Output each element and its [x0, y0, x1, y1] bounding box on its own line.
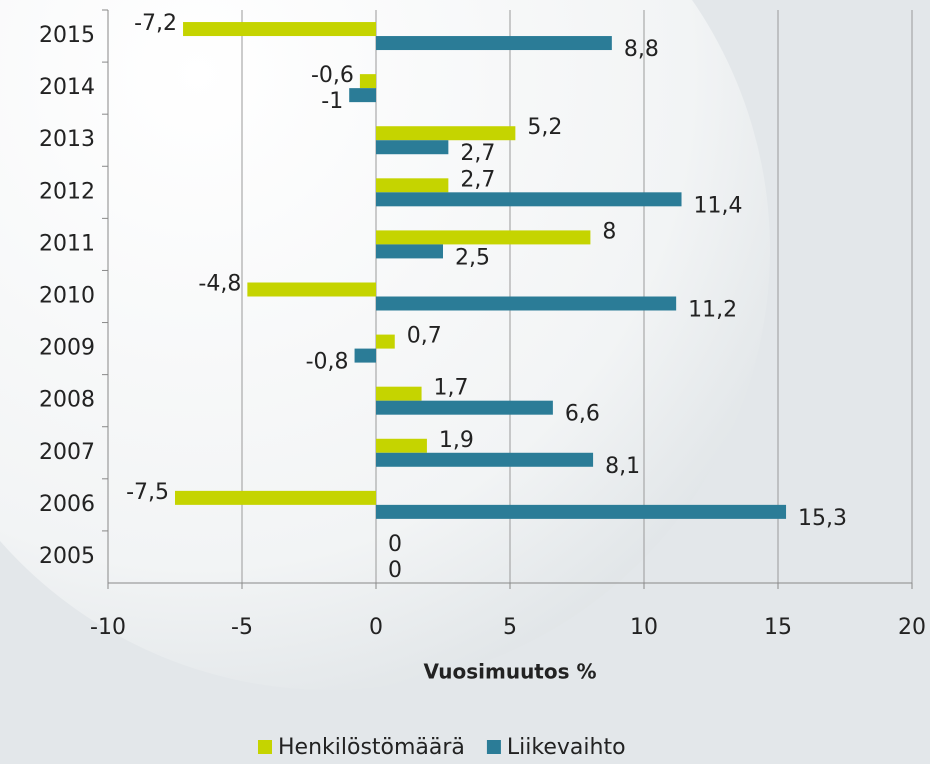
- y-tick-label: 2009: [39, 336, 95, 361]
- bar: [376, 244, 443, 259]
- data-label: 0: [388, 532, 402, 557]
- y-tick-label: 2014: [39, 75, 95, 100]
- bar: [376, 296, 677, 311]
- data-label: -0,8: [306, 350, 349, 375]
- data-label: -1: [321, 89, 343, 114]
- bar: [376, 400, 553, 415]
- data-label: 8,1: [605, 454, 640, 479]
- y-tick-label: 2013: [39, 127, 95, 152]
- data-label: 5,2: [527, 115, 562, 140]
- legend-swatch: [258, 740, 272, 754]
- bar: [354, 348, 376, 363]
- bar: [183, 22, 376, 37]
- data-label: 6,6: [565, 402, 600, 427]
- y-tick-label: 2010: [39, 284, 95, 309]
- data-label: -0,6: [311, 63, 354, 88]
- x-axis-title: Vuosimuutos %: [423, 660, 596, 684]
- data-label: 8,8: [624, 37, 659, 62]
- x-tick-label: 15: [764, 615, 792, 640]
- data-label: 11,2: [688, 298, 737, 323]
- x-tick-label: -5: [231, 615, 253, 640]
- data-label: 8: [602, 219, 616, 244]
- x-tick-label: -10: [90, 615, 126, 640]
- x-tick-label: 5: [503, 615, 517, 640]
- data-label: 1,9: [439, 428, 474, 453]
- bar: [247, 282, 376, 297]
- bar: [376, 126, 516, 141]
- bar: [376, 452, 594, 467]
- bar: [376, 334, 395, 349]
- data-label: -7,2: [134, 11, 177, 36]
- data-label: 2,5: [455, 245, 490, 270]
- bar: [376, 178, 449, 193]
- bar: [376, 192, 682, 207]
- bar: [376, 140, 449, 155]
- data-label: -7,5: [126, 480, 169, 505]
- data-label: 1,7: [434, 376, 469, 401]
- y-tick-label: 2006: [39, 492, 95, 517]
- y-tick-label: 2008: [39, 388, 95, 413]
- bar: [175, 490, 376, 505]
- legend-label: Liikevaihto: [507, 735, 626, 760]
- data-label: 11,4: [694, 193, 743, 218]
- x-tick-label: 0: [369, 615, 383, 640]
- data-label: 2,7: [460, 141, 495, 166]
- y-tick-label: 2007: [39, 440, 95, 465]
- y-tick-label: 2015: [39, 23, 95, 48]
- bar: [376, 438, 427, 453]
- data-label: 15,3: [798, 506, 847, 531]
- data-label: 0,7: [407, 324, 442, 349]
- y-tick-label: 2012: [39, 179, 95, 204]
- bar: [376, 386, 422, 401]
- y-tick-label: 2005: [39, 544, 95, 569]
- legend-swatch: [486, 740, 501, 754]
- bar: [376, 230, 591, 245]
- y-tick-label: 2011: [39, 231, 95, 256]
- bar: [376, 504, 787, 519]
- data-label: 2,7: [460, 167, 495, 192]
- bar: [349, 88, 376, 103]
- data-label: -4,8: [198, 272, 241, 297]
- x-tick-label: 20: [898, 615, 926, 640]
- legend-label: Henkilöstömäärä: [278, 735, 465, 760]
- data-label: 0: [388, 558, 402, 583]
- x-tick-label: 10: [630, 615, 658, 640]
- bar: [376, 36, 612, 51]
- bar: [359, 74, 376, 89]
